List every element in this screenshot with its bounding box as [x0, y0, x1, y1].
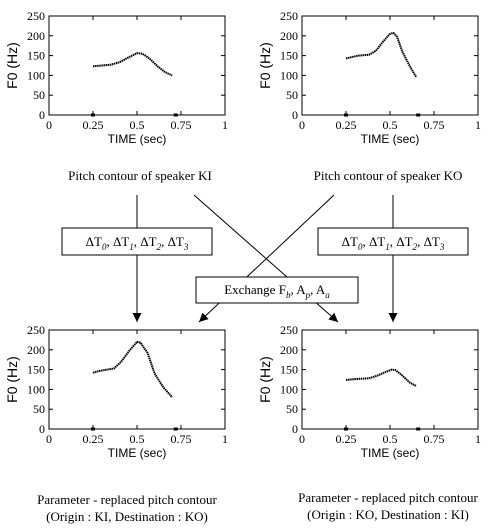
segment-mark — [91, 113, 95, 117]
y-tick-label: 100 — [280, 68, 298, 82]
x-tick-label: 1 — [222, 118, 228, 132]
y-tick-label: 0 — [292, 108, 298, 122]
segment-mark — [173, 113, 178, 117]
x-tick-label: 0.25 — [336, 432, 357, 446]
caption-replaced-ki-ko-line2: (Origin : KI, Destination : KO) — [46, 509, 208, 524]
y-tick-label: 250 — [27, 9, 45, 23]
x-tick-label: 0.5 — [383, 118, 398, 132]
x-tick-label: 0.25 — [83, 432, 104, 446]
segment-mark — [416, 427, 421, 431]
y-tick-label: 200 — [27, 343, 45, 357]
x-tick-label: 0 — [299, 118, 305, 132]
y-tick-label: 200 — [27, 29, 45, 43]
caption-replaced-ki-ko-line1: Parameter - replaced pitch contour — [37, 492, 217, 507]
y-tick-label: 150 — [280, 363, 298, 377]
pitch-contour-line — [92, 52, 173, 77]
y-tick-label: 0 — [292, 422, 298, 436]
y-tick-label: 250 — [27, 323, 45, 337]
y-tick-label: 50 — [286, 402, 298, 416]
plot-frame — [301, 15, 479, 116]
delta-label-left: ΔT0, ΔT1, ΔT2, ΔT3 — [86, 234, 189, 252]
exchange-label: Exchange Fb, Ap, Aa — [224, 282, 330, 300]
x-tick-label: 0 — [299, 432, 305, 446]
y-tick-label: 50 — [33, 402, 45, 416]
x-axis-label: TIME (sec) — [108, 446, 167, 460]
panel-replaced-ko-ki: 0 50 100 150 200 250 0 0.25 0.5 0.75 1 TIME (sec) F0… — [257, 323, 481, 460]
x-tick-label: 0.5 — [130, 432, 145, 446]
delta-label-right: ΔT0, ΔT1, ΔT2, ΔT3 — [342, 234, 445, 252]
caption-replaced-ko-ki-line1: Parameter - replaced pitch contour — [298, 490, 478, 505]
x-axis-label: TIME (sec) — [108, 132, 167, 146]
segment-mark — [91, 427, 95, 431]
pitch-contour-line — [345, 368, 417, 388]
pitch-contour-line — [92, 340, 173, 398]
y-tick-label: 100 — [27, 68, 45, 82]
x-tick-label: 0.75 — [424, 432, 445, 446]
x-tick-label: 0.75 — [424, 118, 445, 132]
pitch-contour-line — [345, 31, 418, 78]
plot-frame — [48, 15, 226, 116]
y-tick-label: 150 — [27, 363, 45, 377]
y-tick-label: 250 — [280, 323, 298, 337]
x-axis-label: TIME (sec) — [361, 132, 420, 146]
plot-frame — [301, 329, 479, 430]
caption-replaced-ko-ki-line2: (Origin : KO, Destination : KI) — [307, 507, 469, 522]
x-tick-label: 0.25 — [336, 118, 357, 132]
x-axis-label: TIME (sec) — [361, 446, 420, 460]
x-tick-label: 0.25 — [83, 118, 104, 132]
y-tick-label: 100 — [27, 382, 45, 396]
x-tick-label: 1 — [475, 118, 481, 132]
y-tick-label: 250 — [280, 9, 298, 23]
y-axis-label: F0 (Hz) — [4, 42, 20, 89]
y-tick-label: 200 — [280, 29, 298, 43]
delta-box-left: ΔT0, ΔT1, ΔT2, ΔT3 — [61, 227, 213, 256]
x-tick-label: 0.5 — [130, 118, 145, 132]
y-tick-label: 0 — [39, 108, 45, 122]
y-tick-label: 50 — [33, 88, 45, 102]
y-axis-label: F0 (Hz) — [4, 356, 20, 403]
y-tick-label: 100 — [280, 382, 298, 396]
x-tick-label: 0.5 — [383, 432, 398, 446]
y-axis-label: F0 (Hz) — [257, 42, 273, 89]
plot-frame — [48, 329, 226, 430]
segment-mark — [344, 113, 348, 117]
segment-mark — [416, 113, 421, 117]
x-tick-label: 0.75 — [171, 432, 192, 446]
segment-mark — [173, 427, 178, 431]
panel-replaced-ki-ko: 0 50 100 150 200 250 0 0.25 0.5 0.75 1 TIME (sec) F0… — [4, 323, 228, 460]
y-tick-label: 150 — [27, 49, 45, 63]
y-tick-label: 0 — [39, 422, 45, 436]
y-tick-label: 200 — [280, 343, 298, 357]
y-axis-label: F0 (Hz) — [257, 356, 273, 403]
x-tick-label: 1 — [475, 432, 481, 446]
x-tick-label: 0.75 — [171, 118, 192, 132]
y-tick-label: 150 — [280, 49, 298, 63]
panel-ki: 0 50 100 150 200 250 0 0.25 0.5 0.75 1 TIME (sec) F0… — [4, 9, 228, 146]
caption-ko: Pitch contour of speaker KO — [314, 168, 463, 183]
exchange-box: Exchange Fb, Ap, Aa — [195, 276, 359, 304]
panel-ko: 0 50 100 150 200 250 0 0.25 0.5 0.75 1 TIME (sec) F0… — [257, 9, 481, 146]
caption-ki: Pitch contour of speaker KI — [68, 168, 212, 183]
delta-box-right: ΔT0, ΔT1, ΔT2, ΔT3 — [317, 227, 469, 256]
segment-mark — [344, 427, 348, 431]
x-tick-label: 0 — [46, 432, 52, 446]
y-tick-label: 50 — [286, 88, 298, 102]
x-tick-label: 0 — [46, 118, 52, 132]
x-tick-label: 1 — [222, 432, 228, 446]
